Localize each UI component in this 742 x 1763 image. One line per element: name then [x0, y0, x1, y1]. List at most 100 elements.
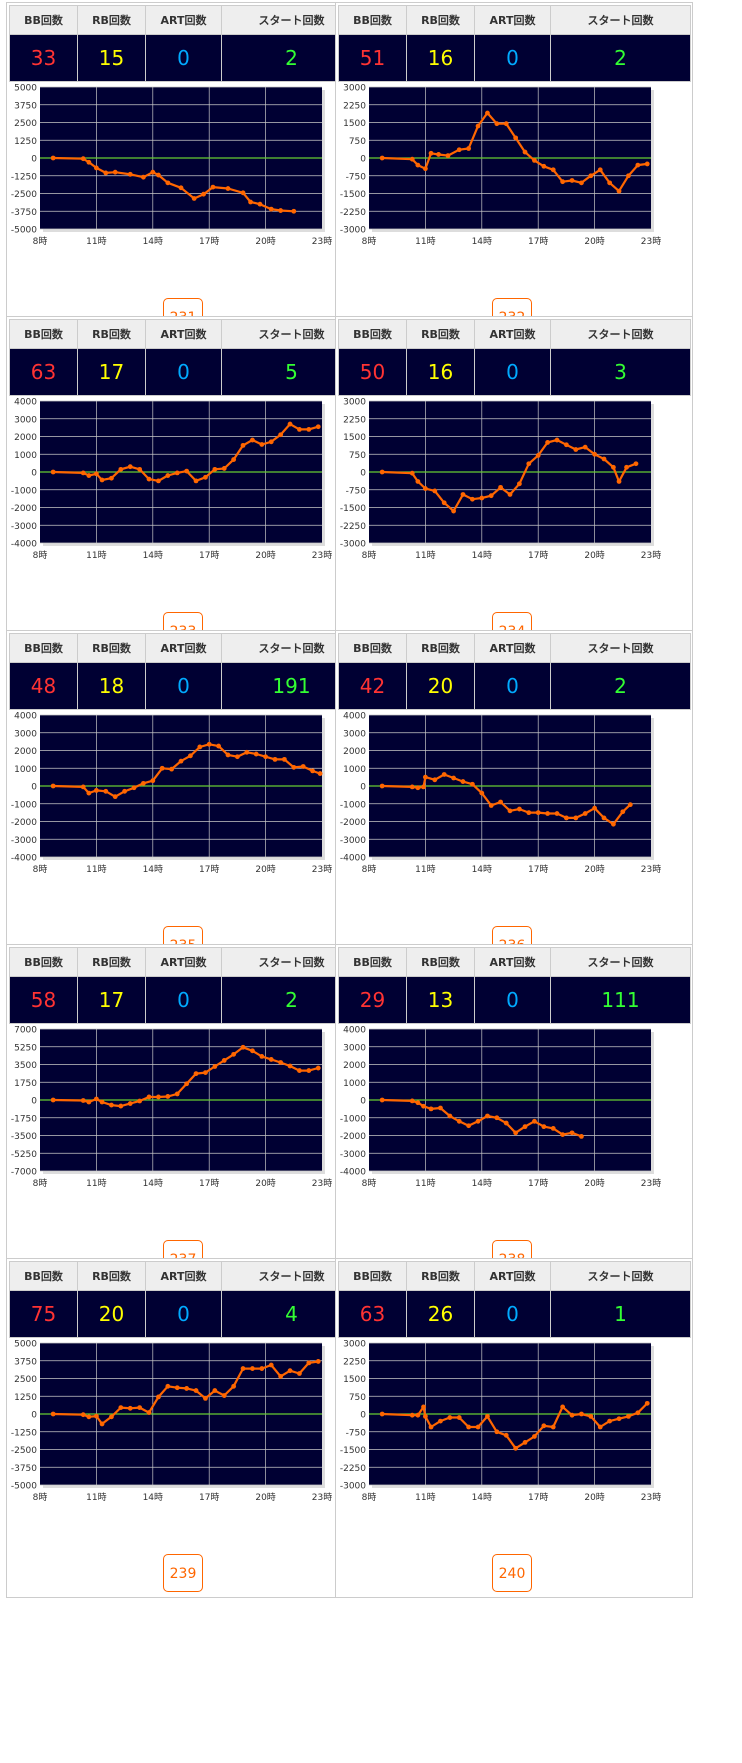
chart-shadow	[43, 856, 325, 860]
data-point	[156, 1094, 161, 1100]
data-point	[197, 744, 203, 750]
x-tick-label: 8時	[362, 1178, 377, 1189]
data-point	[315, 1065, 321, 1071]
rb-count: 15	[77, 34, 146, 82]
data-point	[317, 771, 323, 776]
y-tick-label: 3750	[14, 1357, 37, 1367]
data-point	[193, 1071, 199, 1077]
y-tick-label: 1000	[343, 765, 366, 775]
start-count: 1	[550, 1290, 691, 1338]
data-point	[193, 478, 199, 484]
y-tick-label: -2250	[340, 208, 366, 218]
data-point	[216, 743, 222, 749]
data-point	[201, 191, 206, 197]
bb-header: BB回数	[338, 1261, 407, 1291]
x-tick-label: 23時	[312, 864, 332, 875]
y-tick-label: 2000	[343, 747, 366, 757]
data-point	[379, 783, 385, 789]
y-tick-label: -5000	[11, 1482, 37, 1492]
data-point	[415, 1100, 421, 1106]
x-tick-label: 20時	[255, 864, 275, 875]
data-point	[550, 1126, 556, 1131]
bb-header: BB回数	[9, 947, 78, 977]
data-point	[456, 1415, 462, 1420]
y-tick-label: -1250	[11, 172, 37, 182]
data-point	[94, 788, 99, 793]
y-tick-label: -3750	[11, 208, 37, 218]
art-header: ART回数	[145, 5, 222, 35]
y-tick-label: 750	[349, 451, 366, 461]
art-count: 0	[474, 976, 551, 1024]
data-point	[597, 167, 603, 173]
data-point	[291, 208, 297, 214]
data-point	[86, 159, 92, 165]
x-tick-label: 14時	[143, 1178, 163, 1189]
data-point	[633, 461, 639, 467]
data-point	[379, 1411, 385, 1417]
data-point	[644, 161, 650, 167]
x-tick-label: 23時	[312, 1492, 332, 1503]
data-point	[268, 1362, 274, 1368]
data-point	[597, 1424, 603, 1430]
data-point	[165, 1383, 171, 1389]
data-point	[532, 157, 537, 163]
rb-header: RB回数	[406, 1261, 475, 1291]
machine-number-button[interactable]: 239	[163, 1554, 203, 1592]
data-point	[156, 1394, 161, 1400]
data-point	[588, 173, 594, 179]
art-header: ART回数	[145, 319, 222, 349]
y-tick-label: 3000	[343, 1043, 366, 1053]
data-point	[560, 1132, 566, 1138]
x-tick-label: 17時	[199, 1492, 219, 1503]
data-point	[569, 178, 575, 183]
start-count: 111	[550, 976, 691, 1024]
y-tick-label: 1750	[14, 1079, 37, 1089]
art-header: ART回数	[145, 947, 222, 977]
data-point	[494, 1429, 500, 1435]
chart-shadow	[649, 1032, 654, 1174]
data-point	[460, 492, 466, 497]
data-point	[545, 811, 550, 816]
chart-shadow	[372, 228, 654, 232]
data-point	[421, 1103, 426, 1109]
y-tick-label: -2500	[11, 1446, 37, 1456]
series-line	[53, 423, 319, 483]
data-point	[526, 810, 532, 816]
count-table: BB回数 RB回数 ART回数 スタート回数 48 18 0 191	[9, 633, 362, 710]
data-point	[231, 1051, 237, 1057]
data-point	[447, 1113, 453, 1119]
data-point	[616, 188, 622, 194]
data-point	[165, 473, 171, 478]
data-point	[513, 1130, 519, 1136]
art-header: ART回数	[145, 1261, 222, 1291]
y-tick-label: 2500	[14, 119, 37, 129]
y-tick-label: -4000	[11, 854, 37, 864]
data-point	[479, 790, 485, 796]
data-point	[423, 486, 428, 491]
chart-shadow	[649, 1346, 654, 1488]
data-point	[156, 172, 161, 178]
rb-count: 16	[406, 34, 475, 82]
data-point	[436, 152, 441, 157]
data-point	[109, 1102, 114, 1108]
art-count: 0	[145, 34, 222, 82]
y-tick-label: 0	[31, 1411, 37, 1421]
y-tick-label: -2000	[11, 818, 37, 828]
y-tick-label: 750	[349, 137, 366, 147]
x-tick-label: 17時	[528, 1178, 548, 1189]
data-point	[109, 475, 114, 481]
rb-count: 20	[406, 662, 475, 710]
x-tick-label: 20時	[584, 1178, 604, 1189]
data-point	[80, 156, 86, 162]
machine-number-button[interactable]: 240	[492, 1554, 532, 1592]
data-point	[620, 809, 626, 815]
data-point	[210, 184, 216, 190]
y-tick-label: -1250	[11, 1428, 37, 1438]
data-point	[282, 756, 287, 762]
y-tick-label: 3000	[343, 84, 366, 94]
data-point	[441, 500, 447, 506]
data-point	[550, 1424, 556, 1430]
data-point	[627, 802, 633, 808]
